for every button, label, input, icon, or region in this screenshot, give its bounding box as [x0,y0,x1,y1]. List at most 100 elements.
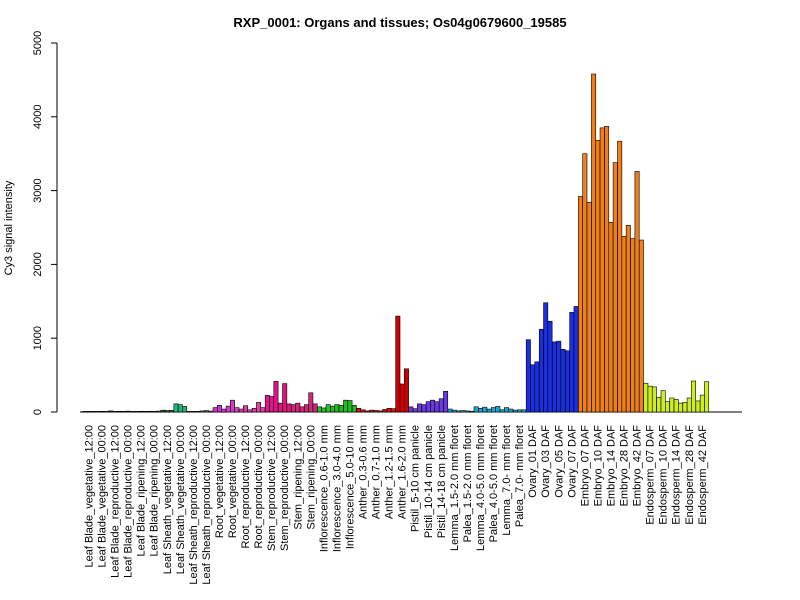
x-tick-label: Ovary_07 DAF [566,425,578,498]
bar [317,406,322,413]
bar [669,397,675,413]
x-tick-label: Leaf Blade_vegetative_12:00 [83,425,95,568]
bar [112,411,118,413]
bar [156,410,161,413]
bar [195,411,201,413]
bar [121,411,127,413]
bar [556,340,562,413]
x-tick-label: Lemma_1.5-2.0 mm floret [449,425,461,551]
x-tick-label: Leaf Sheath_reproductive_12:00 [188,425,200,585]
bar [473,406,479,413]
bar [264,395,270,413]
x-tick-label: Stem_ripening_00:00 [305,425,317,530]
bar [138,410,144,413]
bar [625,224,631,413]
bar [403,368,409,413]
bar [134,411,140,413]
y-tick-label: 2000 [32,252,44,276]
bar [186,411,192,413]
bar [351,405,357,413]
x-tick-label: Leaf Blade_vegetative_00:00 [97,425,109,568]
bar [382,409,388,413]
bar [621,236,627,413]
bar [699,394,705,413]
bar [273,381,279,413]
bar [230,399,235,413]
bar [565,350,570,413]
bar [569,312,575,413]
bar [143,411,148,413]
y-tick-label: 3000 [32,178,44,202]
x-tick-label: Anther_1.6-2.0 mm [397,425,409,519]
x-tick-label: Root_reproductive_12:00 [240,425,252,549]
bar [591,73,597,413]
bar [108,410,114,413]
bar [430,399,435,413]
bar [277,402,283,413]
bar [377,410,383,413]
x-tick-label: Anther_0.7-1.0 mm [371,425,383,519]
bar [286,403,292,413]
bar [451,409,457,413]
bar [321,407,327,413]
x-tick-label: Pistil_5-10 cm panicle [410,425,422,532]
bar [373,410,379,413]
bar [508,408,514,413]
bar [417,403,422,413]
x-tick-label: Leaf Blade_ripening_00:00 [149,425,161,557]
bar [256,402,262,413]
x-tick-label: Lemma_4.0-5.0 mm floret [475,425,487,551]
bar [399,383,405,413]
bar [299,406,305,413]
bar [225,405,231,413]
bar [282,383,288,413]
bar [630,238,636,413]
bar [673,399,679,413]
x-tick-label: Stem_ripening_12:00 [292,425,304,530]
bar [582,153,588,413]
bar [543,302,549,413]
bar [560,348,566,413]
x-tick-label: Inflorescence_3.0-4.0 mm [331,425,343,552]
x-tick-label: Palea_4.0-5.0 mm floret [488,425,500,542]
bar [595,140,601,413]
bar [486,408,492,413]
bar [243,405,248,413]
bar [521,409,527,413]
bar [464,410,470,413]
bar [395,315,401,413]
chart-title: RXP_0001: Organs and tissues; Os04g06796… [233,15,566,30]
bar [551,341,557,413]
bar [504,407,509,413]
bar [99,411,105,413]
y-tick-label: 0 [32,409,44,415]
bar [164,410,170,413]
bar [578,196,584,413]
bar [634,171,640,413]
x-tick-label: Leaf Blade_reproductive_12:00 [110,425,122,578]
bar [203,410,209,413]
x-axis: Leaf Blade_vegetative_12:00 Leaf Blade_ve… [83,425,708,585]
bar [360,409,366,413]
x-tick-label: Leaf Sheath_vegetative_00:00 [175,425,187,574]
bar [177,404,183,413]
bar [656,396,662,413]
x-tick-label: Endosperm_07 DAF [645,425,657,525]
bar [338,405,344,413]
x-tick-label: Inflorescence_0.6-1.0 mm [318,425,330,552]
bar [643,382,649,413]
bar [517,409,523,413]
bar [530,364,536,413]
bar [151,411,157,413]
x-tick-label: Root_vegetative_00:00 [227,425,239,538]
bar [460,410,466,413]
bar [169,410,174,413]
bar [190,411,196,413]
bar-group [80,73,742,413]
bar [95,411,101,413]
bar [469,410,475,413]
x-tick-label: Embryo_14 DAF [605,425,617,507]
bar [269,396,275,413]
bar [356,408,362,413]
x-tick-label: Leaf Sheath_reproductive_00:00 [201,425,213,585]
